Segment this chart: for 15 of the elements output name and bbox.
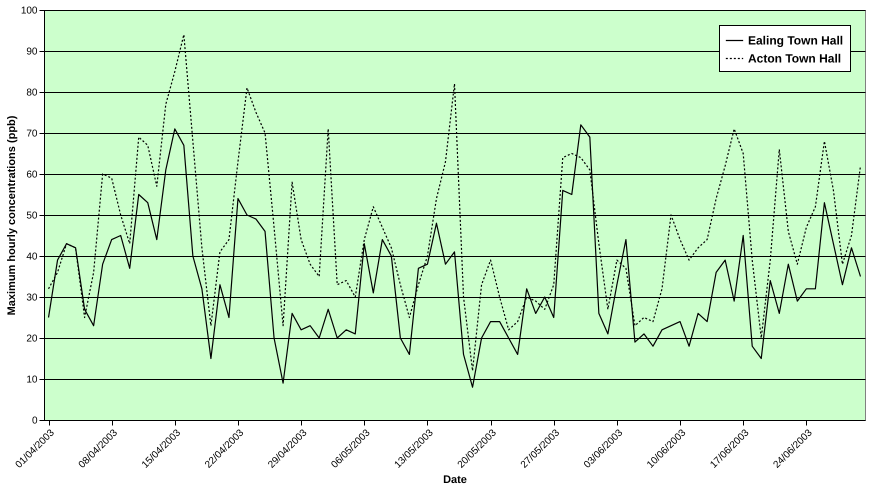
y-tick-label: 30: [26, 292, 38, 304]
y-tick-label: 100: [20, 6, 38, 16]
y-tick-label: 80: [26, 88, 38, 98]
y-tick-label: 40: [26, 252, 38, 262]
legend-label: Acton Town Hall: [748, 52, 842, 66]
y-tick-label: 10: [26, 374, 38, 386]
y-tick-label: 0: [32, 416, 38, 426]
y-tick-label: 90: [26, 46, 38, 58]
y-tick-label: 50: [26, 210, 38, 222]
y-tick-label: 20: [26, 334, 38, 344]
y-axis-title: Maximum hourly concentrations (ppb): [6, 115, 18, 316]
x-axis-title: Date: [443, 474, 467, 486]
y-tick-label: 60: [26, 170, 38, 180]
y-tick-label: 70: [26, 128, 38, 140]
legend-label: Ealing Town Hall: [748, 34, 844, 48]
